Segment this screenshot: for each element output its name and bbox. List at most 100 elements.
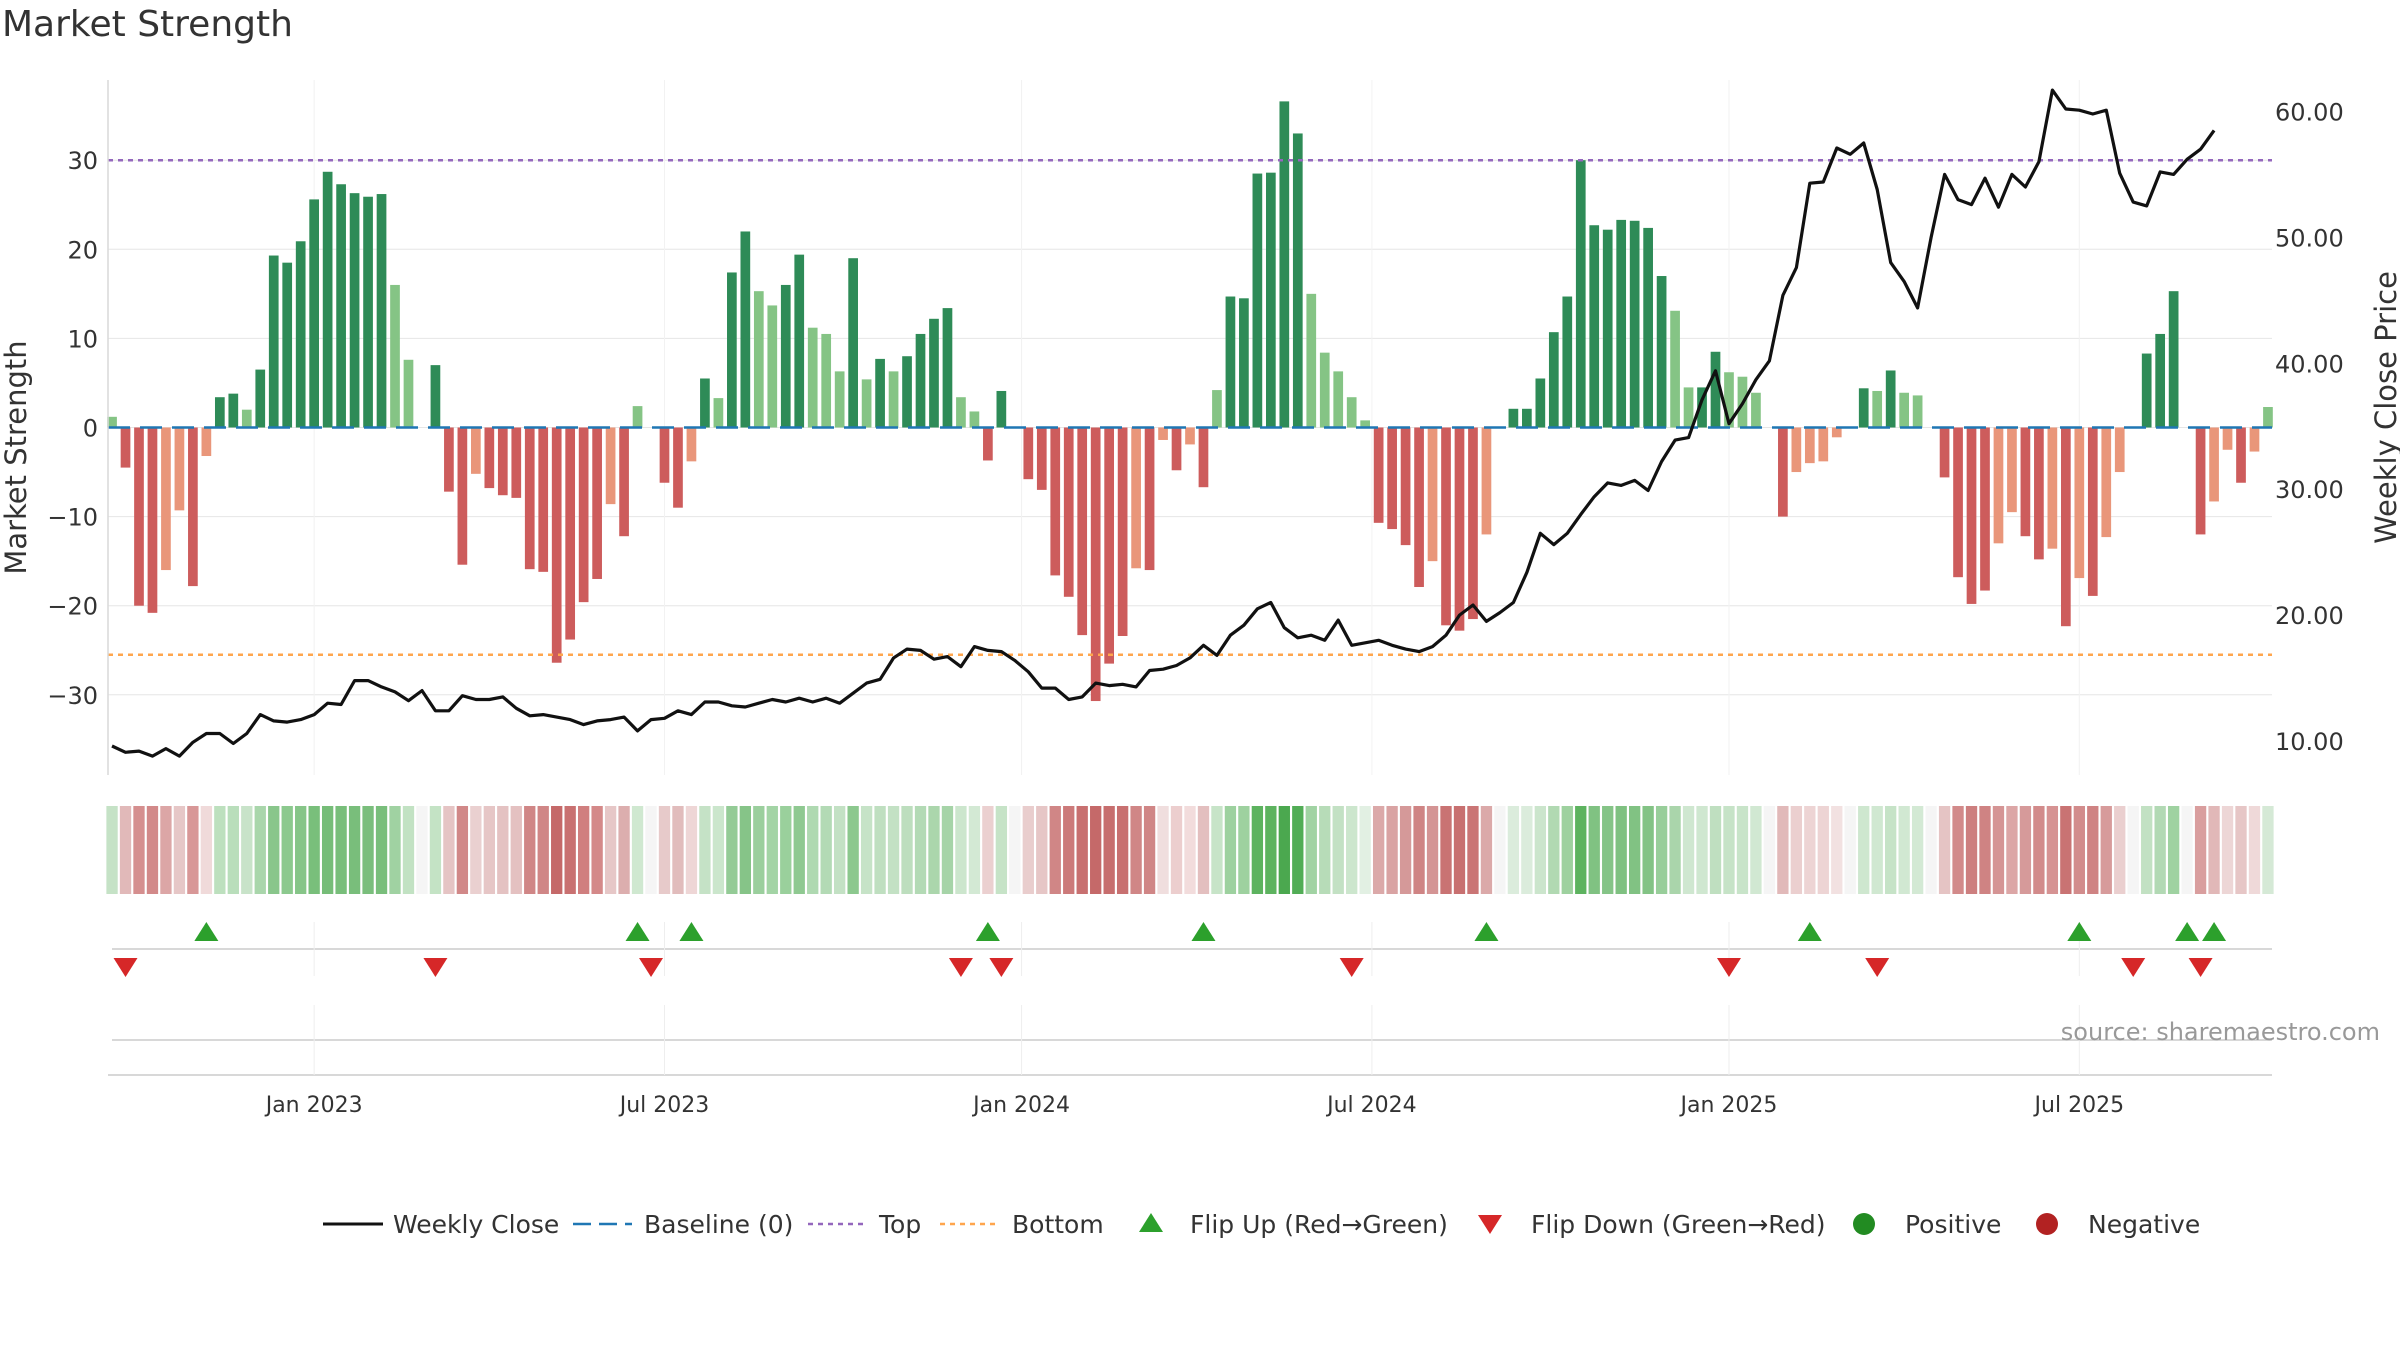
strength-bar-105 <box>1522 408 1532 428</box>
heat-cell-8 <box>214 806 226 894</box>
strength-bar-159 <box>2249 427 2260 452</box>
heat-cell-50 <box>780 806 792 894</box>
heat-cell-95 <box>1386 806 1398 894</box>
heat-cell-63 <box>955 806 967 894</box>
strength-bar-72 <box>1077 427 1088 636</box>
legend-label-5: Flip Down (Green→Red) <box>1531 1210 1826 1239</box>
heat-cell-19 <box>362 806 374 894</box>
heat-cell-157 <box>2221 806 2234 894</box>
strength-bar-25 <box>444 427 454 492</box>
right-tick-label-1: 20.00 <box>2275 602 2344 630</box>
heat-cell-92 <box>1346 806 1358 894</box>
strength-bar-46 <box>727 272 737 428</box>
strength-bar-19 <box>363 196 373 428</box>
heat-cell-37 <box>604 806 617 894</box>
strength-bar-95 <box>1387 427 1397 530</box>
strength-bar-91 <box>1333 371 1344 428</box>
strength-bar-0 <box>107 416 117 428</box>
strength-bar-112 <box>1616 219 1627 428</box>
strength-bar-160 <box>2263 407 2273 428</box>
strength-bar-141 <box>2007 427 2017 513</box>
heat-cell-29 <box>497 806 509 894</box>
heat-cell-38 <box>618 806 630 894</box>
legend-label-3: Bottom <box>1012 1210 1104 1239</box>
strength-bar-127 <box>1818 427 1829 462</box>
flip-down-marker-2 <box>639 958 664 977</box>
heat-cell-136 <box>1938 806 1951 894</box>
strength-bar-144 <box>2047 427 2058 549</box>
heat-cell-144 <box>2046 806 2059 894</box>
strength-bar-157 <box>2222 427 2233 450</box>
heat-cell-115 <box>1655 806 1668 894</box>
strength-bar-35 <box>578 427 589 603</box>
strength-bar-155 <box>2195 427 2206 535</box>
strength-bar-59 <box>902 356 912 428</box>
heat-cell-87 <box>1278 806 1290 894</box>
heat-cell-69 <box>1036 806 1048 894</box>
strength-bar-140 <box>1993 427 2004 544</box>
strength-bar-139 <box>1980 427 1990 591</box>
strength-bar-17 <box>336 184 346 428</box>
heat-cell-134 <box>1911 806 1924 894</box>
heat-cell-34 <box>564 806 576 894</box>
heat-cell-142 <box>2019 806 2032 894</box>
heat-cell-101 <box>1467 806 1479 894</box>
strength-bar-151 <box>2141 353 2152 428</box>
heat-cell-104 <box>1507 806 1520 894</box>
heat-cell-99 <box>1440 806 1452 894</box>
heat-cell-28 <box>483 806 495 894</box>
left-tick-label-0: 30 <box>67 147 98 175</box>
heat-cell-48 <box>753 806 765 894</box>
heat-cell-76 <box>1130 806 1142 894</box>
strength-bar-21 <box>390 284 400 428</box>
flip-markers <box>112 922 2272 977</box>
heat-cell-135 <box>1925 806 1937 894</box>
heat-cell-93 <box>1359 806 1371 894</box>
heat-cell-12 <box>268 806 280 894</box>
right-tick-label-3: 40.00 <box>2275 350 2344 378</box>
heat-cell-60 <box>914 806 927 894</box>
strength-bar-106 <box>1535 378 1546 428</box>
flip-up-marker-8 <box>2175 922 2200 941</box>
heat-cell-77 <box>1143 806 1156 894</box>
x-axis: Jan 2023 Jul 2023 Jan 2024 Jul 2024 Jan 2025… <box>108 1005 2272 1118</box>
strength-bar-18 <box>349 193 360 428</box>
strength-bar-156 <box>2209 427 2219 502</box>
strength-bar-44 <box>700 378 710 428</box>
heat-cell-9 <box>227 806 239 894</box>
heat-cell-156 <box>2208 806 2220 894</box>
strength-bar-62 <box>942 308 953 428</box>
strength-bar-47 <box>740 231 751 428</box>
heat-cell-108 <box>1561 806 1573 894</box>
strength-bar-41 <box>659 427 670 483</box>
strength-bar-80 <box>1185 427 1195 445</box>
strength-bar-38 <box>619 427 629 537</box>
strength-bar-45 <box>713 398 724 428</box>
strength-bar-20 <box>376 194 387 428</box>
strength-bar-81 <box>1198 427 1209 488</box>
legend-label-6: Positive <box>1905 1210 2001 1239</box>
heat-cell-40 <box>645 806 657 894</box>
left-tick-label-4: −10 <box>47 504 98 532</box>
heat-cell-58 <box>887 806 900 894</box>
heat-cell-20 <box>375 806 388 894</box>
strength-bar-78 <box>1158 427 1168 440</box>
strength-bar-90 <box>1319 352 1330 428</box>
heat-cell-116 <box>1669 806 1681 894</box>
flip-down-marker-1 <box>423 958 448 977</box>
heat-cell-107 <box>1548 806 1560 894</box>
strength-bar-1 <box>120 427 131 468</box>
heat-cell-23 <box>416 806 428 894</box>
strength-bar-101 <box>1468 427 1478 620</box>
heat-cell-131 <box>1871 806 1883 894</box>
heat-cell-2 <box>133 806 145 894</box>
heat-strip <box>106 806 2274 894</box>
heat-cell-36 <box>591 806 603 894</box>
strength-bar-83 <box>1225 296 1236 428</box>
strength-bar-10 <box>241 409 252 428</box>
heat-cell-97 <box>1413 806 1425 894</box>
heat-cell-103 <box>1494 806 1506 894</box>
heat-cell-47 <box>739 806 752 894</box>
heat-cell-78 <box>1157 806 1169 894</box>
flip-up-marker-2 <box>679 922 704 941</box>
